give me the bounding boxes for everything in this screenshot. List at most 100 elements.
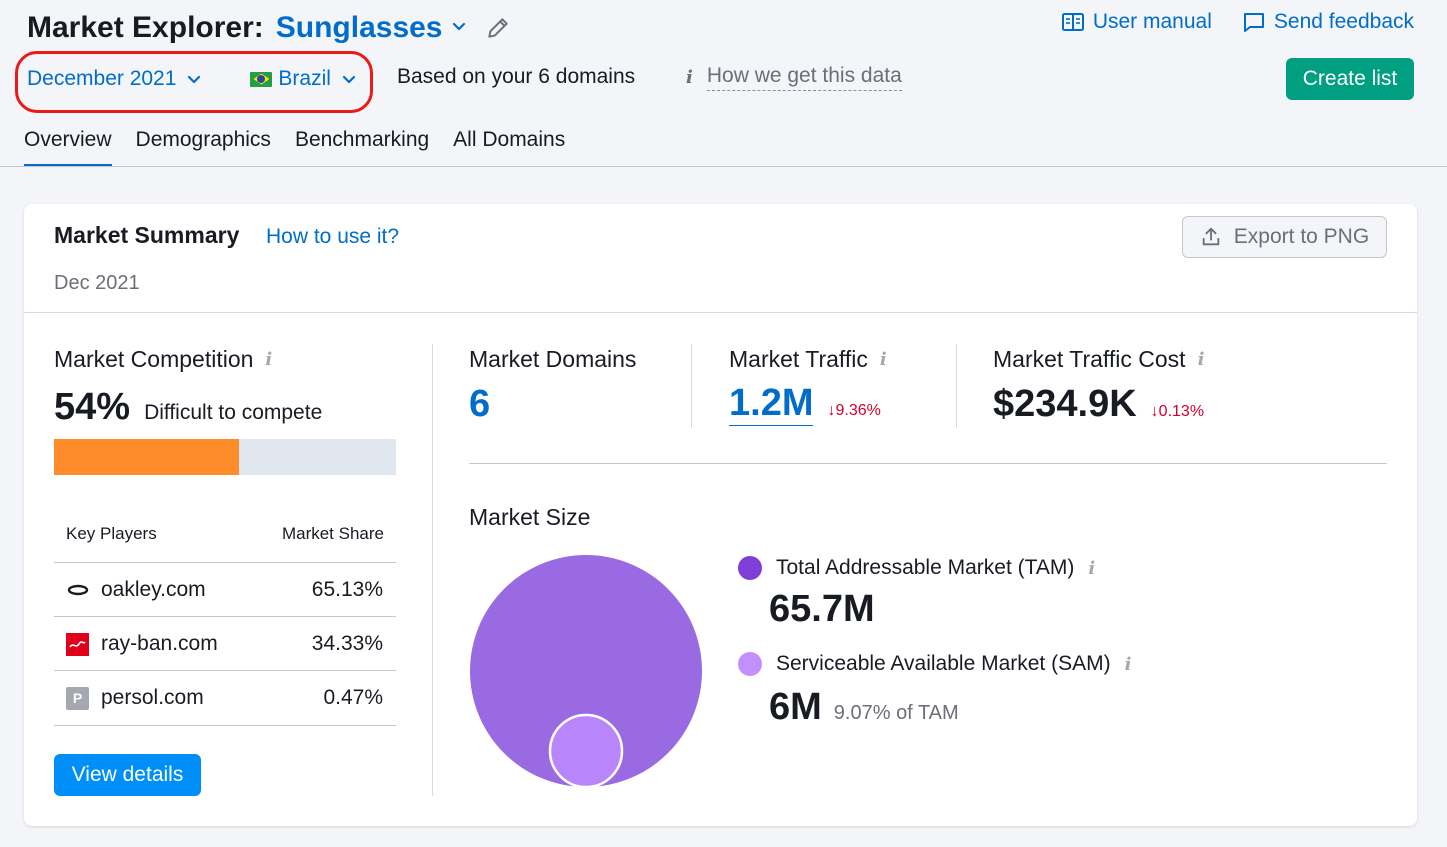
sam-circle	[548, 713, 624, 788]
market-traffic-text: Market Traffic	[729, 346, 868, 372]
traffic-delta: ↓9.36%	[827, 402, 881, 419]
competition-bar-fill	[54, 439, 239, 475]
row-divider	[54, 670, 396, 671]
info-icon[interactable]: i	[1088, 557, 1096, 579]
market-traffic-cost-value: $234.9K	[993, 383, 1137, 425]
pencil-icon[interactable]	[485, 15, 511, 41]
kpi-divider	[956, 344, 957, 428]
book-icon	[1061, 10, 1085, 34]
sam-legend: Serviceable Available Market (SAM) i	[738, 652, 1131, 676]
market-domains-label: Market Domains	[469, 346, 636, 373]
market-domains-value[interactable]: 6	[469, 383, 491, 425]
table-row[interactable]: oakley.com 65.13%	[54, 563, 396, 617]
traffic-cost-delta-value: 0.13%	[1158, 403, 1205, 420]
info-icon[interactable]: i	[1124, 653, 1132, 675]
row-divider	[54, 616, 396, 617]
how-we-get-data-label: How we get this data	[706, 64, 902, 91]
competition-value-row: 54% Difficult to compete	[54, 386, 322, 429]
kpi-bottom-divider	[469, 463, 1387, 464]
player-domain: persol.com	[101, 686, 204, 709]
market-traffic-label: Market Traffic i	[729, 346, 887, 373]
niche-selector[interactable]: Sunglasses	[275, 11, 443, 44]
market-competition-text: Market Competition	[54, 346, 254, 372]
col-key-players: Key Players	[66, 524, 157, 543]
table-row[interactable]: P persol.com 0.47%	[54, 671, 396, 725]
player-domain: ray-ban.com	[101, 632, 218, 655]
brazil-flag-icon	[250, 71, 273, 87]
market-size-title: Market Size	[469, 504, 591, 530]
table-row[interactable]: ray-ban.com 34.33%	[54, 617, 396, 671]
upload-icon	[1200, 226, 1222, 248]
market-traffic-value-row: 1.2M ↓9.36%	[729, 382, 881, 426]
persol-logo-icon: P	[66, 686, 89, 710]
tab-benchmarking[interactable]: Benchmarking	[294, 128, 430, 151]
market-domains-text: Market Domains	[469, 346, 637, 372]
player-share: 65.13%	[311, 578, 383, 601]
view-details-button[interactable]: View details	[54, 754, 201, 796]
ray-ban-logo-icon	[66, 632, 89, 656]
row-divider	[54, 725, 396, 726]
chevron-down-icon	[186, 71, 202, 87]
how-we-get-data-link[interactable]: i How we get this data	[686, 64, 902, 91]
market-traffic-cost-label: Market Traffic Cost i	[993, 346, 1204, 373]
tam-dot-icon	[738, 556, 762, 580]
chat-bubble-icon	[1242, 10, 1266, 34]
column-divider	[432, 344, 433, 796]
info-icon: i	[686, 67, 693, 88]
based-on-domains: Based on your 6 domains	[397, 65, 636, 88]
player-share: 0.47%	[323, 686, 383, 709]
tam-label: Total Addressable Market (TAM)	[776, 556, 1075, 579]
summary-date: Dec 2021	[54, 272, 140, 294]
oakley-logo-icon	[66, 579, 89, 602]
chevron-down-icon[interactable]	[451, 18, 467, 39]
page-title: Market Explorer:	[27, 11, 264, 44]
tab-all-domains[interactable]: All Domains	[453, 128, 566, 151]
key-players-header: Key Players Market Share	[54, 524, 396, 544]
send-feedback-label: Send feedback	[1273, 10, 1414, 33]
tab-bar: Overview Demographics Benchmarking All D…	[24, 128, 566, 167]
row-divider	[54, 562, 396, 563]
highlight-annotation	[15, 51, 373, 113]
traffic-delta-value: 9.36%	[835, 402, 881, 419]
kpi-divider	[691, 344, 692, 428]
market-summary-title: Market Summary	[54, 222, 240, 248]
export-png-button[interactable]: Export to PNG	[1182, 216, 1387, 258]
create-list-button[interactable]: Create list	[1286, 58, 1414, 100]
page-header: Market Explorer: Sunglasses	[27, 8, 511, 48]
market-competition-label: Market Competition i	[54, 346, 272, 373]
market-size-chart	[470, 555, 702, 788]
market-traffic-value[interactable]: 1.2M	[729, 382, 814, 426]
tab-demographics[interactable]: Demographics	[135, 128, 271, 151]
market-traffic-cost-value-row: $234.9K ↓0.13%	[993, 383, 1204, 426]
sam-dot-icon	[738, 652, 762, 676]
player-domain: oakley.com	[101, 578, 206, 601]
player-share: 34.33%	[311, 632, 383, 655]
user-manual-label: User manual	[1092, 10, 1212, 33]
user-manual-link[interactable]: User manual	[1061, 10, 1212, 34]
traffic-cost-delta: ↓0.13%	[1150, 403, 1205, 420]
header-links: User manual Send feedback	[1061, 10, 1414, 34]
how-to-use-link[interactable]: How to use it?	[266, 225, 400, 248]
info-icon[interactable]: i	[879, 349, 887, 370]
sam-value-row: 6M 9.07% of TAM	[769, 686, 959, 729]
col-market-share: Market Share	[281, 524, 384, 543]
sam-label: Serviceable Available Market (SAM)	[776, 652, 1111, 675]
send-feedback-link[interactable]: Send feedback	[1242, 10, 1414, 34]
info-icon[interactable]: i	[1197, 349, 1205, 370]
chevron-down-icon	[341, 71, 357, 87]
competition-desc: Difficult to compete	[144, 401, 323, 424]
tam-value: 65.7M	[769, 588, 875, 630]
card-divider	[24, 312, 1417, 313]
tam-legend: Total Addressable Market (TAM) i	[738, 556, 1095, 580]
date-selector[interactable]: December 2021	[27, 67, 202, 91]
sam-note: 9.07% of TAM	[833, 702, 959, 724]
tab-divider	[0, 166, 1447, 167]
filters-bar: December 2021 Brazil	[27, 62, 357, 96]
competition-value: 54%	[54, 386, 131, 428]
market-summary-card	[24, 204, 1417, 826]
info-icon[interactable]: i	[265, 349, 273, 370]
tab-overview[interactable]: Overview	[24, 128, 112, 167]
sam-value: 6M	[769, 686, 822, 728]
country-selector[interactable]: Brazil	[250, 67, 357, 91]
date-selector-label: December 2021	[27, 67, 177, 90]
